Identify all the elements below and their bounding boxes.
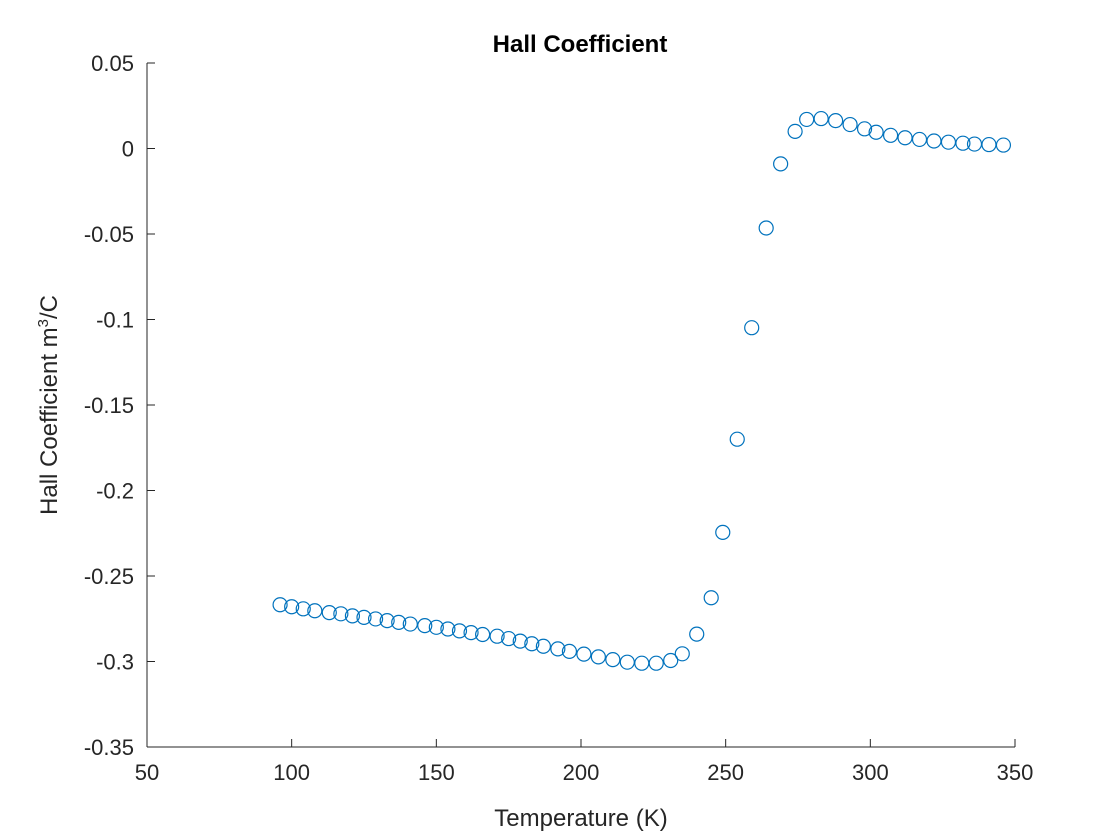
data-point <box>634 655 650 671</box>
y-tick-label: -0.25 <box>84 564 134 589</box>
data-point <box>524 636 540 652</box>
x-tick-label: 50 <box>135 760 159 785</box>
x-tick-label: 200 <box>563 760 600 785</box>
data-point <box>535 638 551 654</box>
data-point <box>463 625 479 641</box>
y-tick-label: -0.1 <box>96 308 134 333</box>
data-point <box>379 613 395 629</box>
data-point <box>868 124 884 140</box>
y-tick-label: -0.15 <box>84 393 134 418</box>
data-point <box>590 649 606 665</box>
y-tick-label: -0.05 <box>84 222 134 247</box>
data-point <box>344 608 361 624</box>
data-point <box>674 646 690 662</box>
data-point <box>799 111 815 128</box>
data-point <box>882 127 899 143</box>
data-point <box>550 641 566 657</box>
data-point <box>648 655 664 671</box>
data-point <box>475 626 491 643</box>
data-points <box>272 110 1012 671</box>
data-point <box>689 626 705 642</box>
data-point <box>295 601 311 617</box>
data-point <box>926 133 942 149</box>
data-point <box>321 604 337 621</box>
data-point <box>773 156 789 172</box>
y-tick-label: -0.2 <box>96 479 134 504</box>
x-tick-label: 100 <box>273 760 310 785</box>
data-point <box>356 609 372 625</box>
data-point <box>440 621 456 637</box>
y-tick-label: -0.3 <box>96 650 134 675</box>
x-axis-label: Temperature (K) <box>494 805 667 832</box>
data-point <box>605 652 621 668</box>
data-point <box>703 590 719 606</box>
data-point <box>940 134 957 150</box>
data-point <box>813 110 829 127</box>
data-point <box>729 431 745 447</box>
data-point <box>744 320 760 336</box>
data-point <box>501 630 517 647</box>
data-point <box>911 131 928 148</box>
data-point <box>995 137 1012 153</box>
data-point <box>367 611 384 627</box>
data-point <box>428 619 444 635</box>
data-point <box>981 136 997 153</box>
data-point <box>451 623 468 639</box>
y-tick-label: 0 <box>122 137 134 162</box>
data-point <box>576 646 592 662</box>
data-point <box>489 628 505 644</box>
x-ticks: 50 100 150 200 250 300 350 <box>135 739 1034 785</box>
y-axis-label-prefix: Hall Coefficient m <box>36 327 63 515</box>
data-point <box>897 130 913 146</box>
data-point <box>512 633 528 649</box>
chart-title: Hall Coefficient <box>493 31 668 58</box>
data-point <box>402 616 418 632</box>
data-point <box>663 652 679 669</box>
data-point <box>955 135 971 151</box>
data-point <box>828 113 844 129</box>
y-tick-label: -0.35 <box>84 735 134 760</box>
y-axis-label-superscript: 3 <box>35 319 52 327</box>
data-point <box>758 220 774 236</box>
y-ticks: 0.05 0 -0.05 -0.1 -0.15 -0.2 -0.25 -0.3 -0.35 <box>84 51 155 760</box>
y-axis-label: Hall Coefficient m3/C <box>35 295 63 515</box>
y-axis-label-suffix: /C <box>36 295 63 319</box>
data-point <box>787 123 803 139</box>
data-point <box>561 643 578 660</box>
y-tick-label: 0.05 <box>91 51 134 76</box>
data-point <box>333 606 349 622</box>
data-point <box>417 617 433 634</box>
data-point <box>307 603 323 619</box>
data-point <box>619 654 635 670</box>
data-point <box>842 116 858 133</box>
x-tick-label: 350 <box>997 760 1034 785</box>
x-tick-label: 250 <box>707 760 744 785</box>
x-tick-label: 300 <box>852 760 889 785</box>
data-point <box>715 524 731 540</box>
data-point <box>284 599 300 615</box>
data-point <box>272 597 288 613</box>
data-point <box>856 121 873 137</box>
data-point <box>391 614 407 630</box>
x-tick-label: 150 <box>418 760 455 785</box>
